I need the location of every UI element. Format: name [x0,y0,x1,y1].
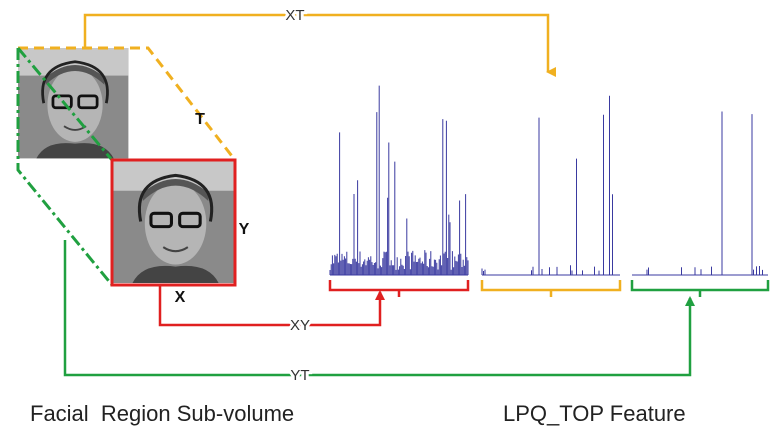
y-label: Y [239,221,250,238]
yt-label: YT [290,367,309,384]
feature-histograms [329,85,768,276]
histogram [329,85,469,276]
histogram [481,95,620,276]
yt-bracket [630,280,770,297]
xy-label: XY [290,317,310,334]
left-caption: Facial Region Sub-volume [30,401,294,426]
y-edge [16,47,114,286]
yt-arrow [63,240,695,377]
face-image-front [110,158,237,285]
t-edge [18,46,237,161]
right-caption: LPQ_TOP Feature [503,401,686,426]
t-label: T [195,111,205,128]
x-label: X [175,289,186,306]
xt-arrow [83,13,556,77]
xy-bracket [328,280,470,297]
xt-label: XT [285,7,304,24]
front-frame [110,158,237,287]
xy-arrow [158,285,385,327]
histogram [632,111,768,276]
xt-bracket [480,280,622,297]
face-image-back [16,46,130,160]
